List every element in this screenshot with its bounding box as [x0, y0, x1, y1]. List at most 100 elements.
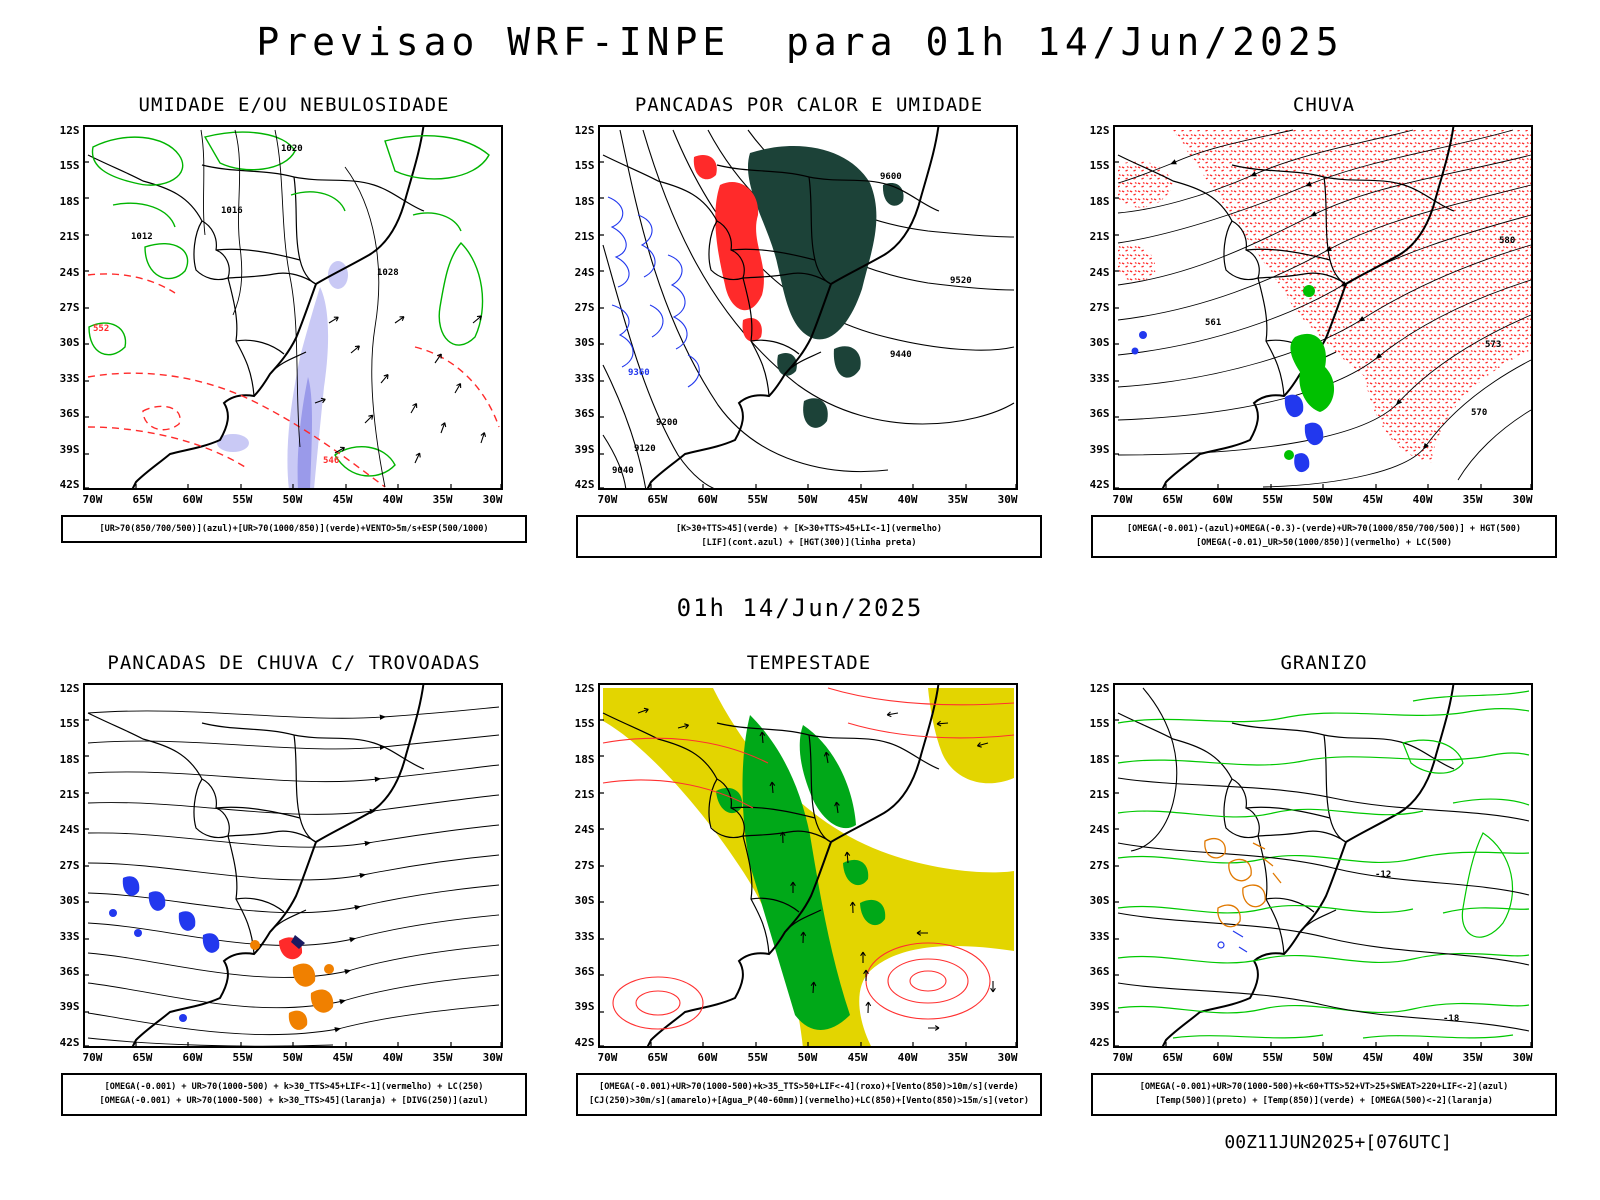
map-border	[597, 125, 1018, 490]
longitude-axis: 70W 65W 60W 55W 50W 45W 40W 35W 30W	[83, 493, 503, 506]
axis-tick-label: 42S	[59, 1035, 80, 1049]
axis-tick-label: 30S	[59, 336, 80, 350]
axis-tick-label: 12S	[574, 124, 595, 137]
legend-line: [OMEGA(-0.001)+UR>70(1000-500)+k>35_TTS>…	[599, 1081, 1019, 1092]
axis-tick-label: 50W	[1312, 493, 1333, 506]
contour-label: 9440	[890, 350, 912, 360]
contour-label: 1020	[281, 144, 303, 154]
panel-row-1: UMIDADE E/OU NEBULOSIDADE 12S 15S 18S 21S 24…	[0, 94, 1600, 558]
axis-tick-label: 27S	[1089, 858, 1110, 872]
map-granizo: -12 -18	[1112, 682, 1533, 1048]
hgt500-streamlines	[1117, 129, 1531, 488]
weather-map-chuva: 580 573 570 561	[1112, 125, 1533, 490]
axis-tick-label: 55W	[1262, 1050, 1283, 1064]
axis-tick-label: 21S	[1089, 788, 1110, 802]
map-pancadas-trovoadas	[82, 682, 503, 1048]
axis-tick-label: 33S	[574, 929, 595, 943]
axis-tick-label: 36S	[59, 965, 80, 978]
panel-chuva: CHUVA 12S 15S 18S 21S 24S 27S 30S 33S 36S 39S 42S	[1063, 94, 1568, 558]
axis-tick-label: 40W	[382, 493, 403, 506]
axis-tick-label: 35W	[432, 493, 453, 506]
rain-red-speckle	[1117, 130, 1531, 463]
map-border	[1112, 682, 1533, 1048]
axis-tick-label: 18S	[59, 752, 80, 766]
axis-tick-label: 24S	[574, 823, 595, 837]
panel-title-tempestade: TEMPESTADE	[746, 651, 872, 674]
contour-label: 9200	[656, 418, 678, 428]
contour-label: 546	[323, 456, 339, 466]
axis-tick-label: 30S	[1089, 894, 1110, 908]
hgt300-contours	[601, 129, 1014, 490]
axis-tick-label: 21S	[574, 230, 595, 244]
axis-tick-label: 15S	[574, 717, 595, 731]
legend-chuva: [OMEGA(-0.001)-(azul)+OMEGA(-0.3)-(verde…	[1091, 515, 1557, 558]
map-pancadas-calor: 9600 9520 9440 9360 9200 9120 9040	[597, 125, 1018, 490]
wind-arrows	[313, 313, 487, 465]
axis-tick-label: 36S	[1089, 407, 1110, 421]
panel-pancadas-trovoadas: PANCADAS DE CHUVA C/ TROVOADAS 12S 15S 18S…	[33, 652, 538, 1116]
axis-tick-label: 42S	[59, 477, 80, 491]
axis-tick-label: 65W	[647, 1050, 668, 1064]
axis-tick-label: 24S	[574, 265, 595, 279]
legend-pancadas-trovoadas: [OMEGA(-0.001) + UR>70(1000-500) + k>30_…	[61, 1072, 527, 1116]
legend-line: [LIF](cont.azul) + [HGT(300)](linha pret…	[701, 538, 917, 549]
axis-tick-label: 55W	[747, 493, 768, 506]
axis-tick-label: 42S	[574, 1035, 595, 1049]
latitude-axis: 12S 15S 18S 21S 24S 27S 30S 33S 36S 39S 42S	[1081, 683, 1113, 1048]
axis-tick-label: 15S	[59, 159, 80, 173]
axis-tick-label: 15S	[59, 717, 80, 731]
axis-tick-label: 30W	[482, 1050, 503, 1064]
panel-title-umidade: UMIDADE E/OU NEBULOSIDADE	[138, 94, 450, 116]
longitude-axis: 70W 65W 60W 55W 50W 45W 40W 35W 30W	[1113, 493, 1533, 506]
legend-line: [OMEGA(-0.001)-(azul)+OMEGA(-0.3)-(verde…	[1126, 524, 1522, 534]
axis-tick-label: 39S	[1089, 1000, 1110, 1014]
axis-tick-label: 24S	[59, 823, 80, 837]
axis-tick-label: 40W	[897, 493, 918, 506]
contour-label: 9040	[612, 466, 634, 476]
axis-tick-label: 50W	[282, 1050, 303, 1064]
latitude-axis: 12S 15S 18S 21S 24S 27S 30S 33S 36S 39S 42S	[566, 125, 598, 490]
instability-red-fill	[693, 155, 764, 342]
map-chuva: 580 573 570 561	[1112, 125, 1533, 490]
axis-tick-label: 30W	[1512, 493, 1533, 506]
axis-tick-label: 36S	[1089, 965, 1110, 978]
axis-tick-label: 55W	[232, 493, 253, 506]
legend-line: [OMEGA(-0.001) + UR>70(1000-500) + k>30_…	[104, 1081, 484, 1092]
axis-tick-label: 30S	[574, 894, 595, 908]
run-timestamp: 00Z11JUN2025+[076UTC]	[1224, 1131, 1452, 1153]
legend-line: [CJ(250)>30m/s](amarelo)+[Agua_P(40-60mm…	[588, 1096, 1030, 1107]
axis-tick-label: 45W	[847, 493, 868, 506]
axis-tick-label: 27S	[574, 300, 595, 314]
axis-tick-label: 60W	[697, 493, 718, 506]
legend-line: [OMEGA(-0.01)_UR>50(1000/850)](vermelho)…	[1196, 538, 1452, 549]
valid-time-subtitle: 01h 14/Jun/2025	[676, 593, 924, 622]
panel-title-chuva: CHUVA	[1292, 94, 1356, 116]
axis-tick-label: 27S	[59, 858, 80, 872]
axis-tick-label: 55W	[232, 1050, 253, 1064]
axis-tick-label: 60W	[1212, 1050, 1233, 1064]
green-humidity-contours	[87, 131, 490, 477]
shower-orange-fill	[249, 939, 334, 1030]
axis-tick-label: 55W	[747, 1050, 768, 1064]
contour-label: 580	[1499, 236, 1515, 246]
axis-tick-label: 24S	[1089, 823, 1110, 837]
legend-granizo: [OMEGA(-0.001)+UR>70(1000-500)+k<60+TTS>…	[1091, 1072, 1557, 1116]
axis-tick-label: 35W	[947, 493, 968, 506]
axis-tick-label: 18S	[574, 752, 595, 766]
axis-tick-label: 21S	[574, 788, 595, 802]
legend-line: [OMEGA(-0.001) + UR>70(1000-500) + k>30_…	[99, 1096, 489, 1107]
axis-tick-label: 42S	[1089, 477, 1110, 491]
hail-blue-marks	[1216, 930, 1247, 953]
wind-green-fill	[715, 714, 885, 1030]
axis-tick-label: 33S	[59, 371, 80, 385]
longitude-axis: 70W 65W 60W 55W 50W 45W 40W 35W 30W	[1113, 1051, 1533, 1064]
axis-tick-label: 35W	[432, 1050, 453, 1064]
map-border	[82, 682, 503, 1048]
axis-tick-label: 45W	[332, 493, 353, 506]
contour-label: 9520	[950, 276, 972, 286]
axis-tick-label: 21S	[59, 230, 80, 244]
latitude-axis: 12S 15S 18S 21S 24S 27S 30S 33S 36S 39S 42S	[51, 683, 83, 1048]
lc250-streamlines	[87, 706, 499, 1047]
axis-tick-label: 15S	[1089, 159, 1110, 173]
axis-tick-label: 65W	[132, 493, 153, 506]
